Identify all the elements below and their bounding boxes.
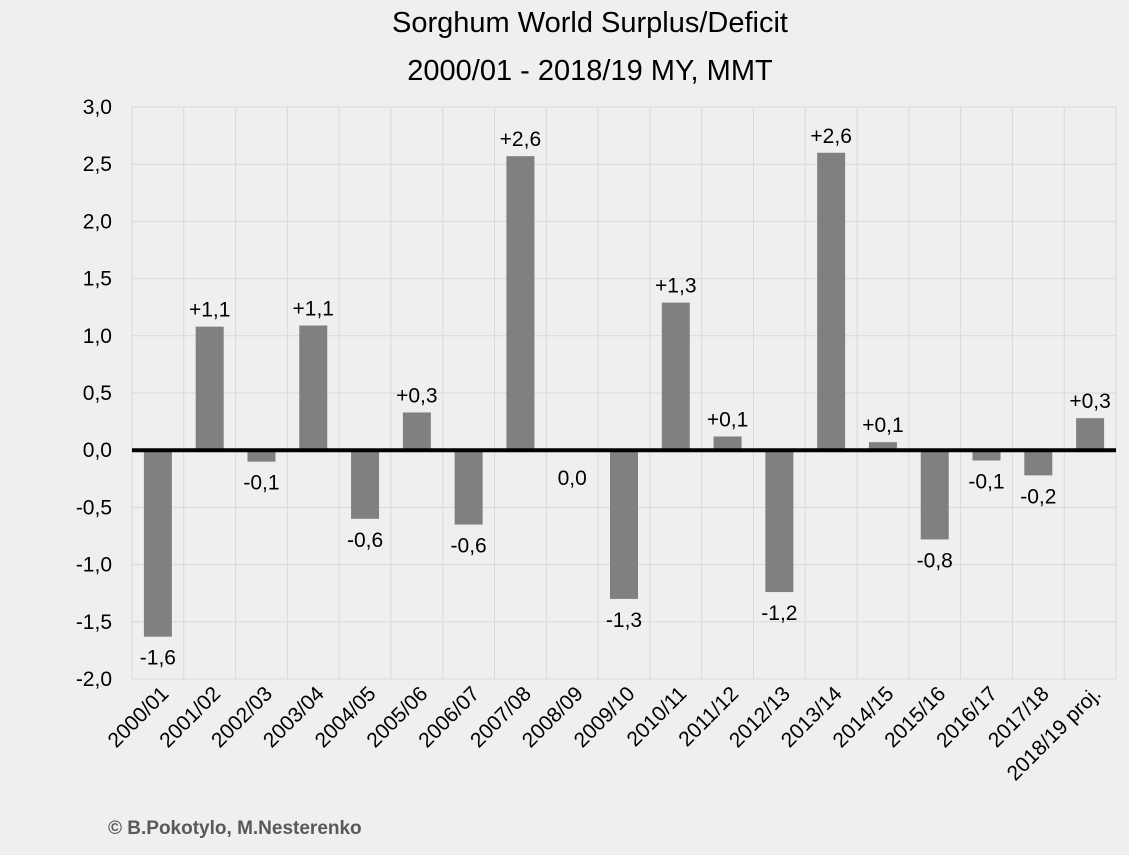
data-label: -0,1 bbox=[968, 470, 1004, 493]
data-label: +1,1 bbox=[189, 299, 230, 322]
bar bbox=[920, 450, 949, 540]
y-tick-label: -1,0 bbox=[76, 554, 112, 577]
bar bbox=[247, 450, 276, 462]
bar bbox=[299, 325, 328, 451]
bar bbox=[143, 450, 172, 637]
data-label: -0,2 bbox=[1020, 485, 1056, 508]
y-tick-label: -0,5 bbox=[76, 496, 112, 519]
data-label: +1,3 bbox=[655, 275, 696, 298]
data-label: +0,3 bbox=[1069, 390, 1110, 413]
y-tick-label: 1,0 bbox=[83, 325, 112, 348]
data-label: +2,6 bbox=[500, 128, 541, 151]
bar bbox=[765, 450, 794, 593]
y-tick-label: 3,0 bbox=[83, 96, 112, 119]
bar bbox=[868, 442, 897, 451]
y-tick-label: 2,5 bbox=[83, 153, 112, 176]
data-label: +2,6 bbox=[810, 125, 851, 148]
data-label: 0,0 bbox=[558, 467, 587, 490]
gridlines bbox=[131, 106, 1117, 680]
bar bbox=[351, 450, 380, 519]
data-label: +0,1 bbox=[862, 414, 903, 437]
bars bbox=[143, 152, 1105, 637]
data-label: -0,8 bbox=[917, 549, 953, 572]
data-label: +1,1 bbox=[293, 298, 334, 321]
y-tick-label: -2,0 bbox=[76, 668, 112, 691]
bar bbox=[661, 302, 690, 451]
y-tick-label: -1,5 bbox=[76, 611, 112, 634]
bar bbox=[1076, 418, 1105, 451]
bar bbox=[195, 326, 224, 451]
chart-title: Sorghum World Surplus/Deficit bbox=[392, 7, 788, 39]
bar bbox=[402, 412, 431, 451]
data-label: -0,6 bbox=[451, 535, 487, 558]
bar bbox=[454, 450, 483, 525]
y-tick-label: 0,0 bbox=[83, 439, 112, 462]
data-label: -0,1 bbox=[243, 472, 279, 495]
data-label: +0,1 bbox=[707, 408, 748, 431]
data-label: -0,6 bbox=[347, 529, 383, 552]
x-axis: 2000/012001/022002/032003/042004/052005/… bbox=[103, 682, 1105, 785]
data-labels: -1,6 +1,1 -0,1 +1,1 -0,6 +0,3 -0,6 +2,6 0,0 -1,3 +… bbox=[140, 125, 1111, 670]
y-tick-label: 2,0 bbox=[83, 210, 112, 233]
bar bbox=[506, 156, 535, 451]
data-label: +0,3 bbox=[396, 384, 437, 407]
data-label: -1,2 bbox=[761, 602, 797, 625]
y-axis: 3,0 2,5 2,0 1,5 1,0 0,5 0,0 -0,5 -1,0 -1,5 -2,0 bbox=[76, 96, 112, 691]
bar bbox=[972, 450, 1001, 461]
y-tick-label: 1,5 bbox=[83, 268, 112, 291]
bar bbox=[817, 152, 846, 451]
data-label: -1,6 bbox=[140, 647, 176, 670]
bar bbox=[610, 450, 638, 599]
bar bbox=[713, 436, 742, 451]
chart-subtitle: 2000/01 - 2018/19 MY, MMT bbox=[407, 55, 773, 87]
copyright-text: © B.Pokotylo, M.Nesterenko bbox=[108, 818, 362, 839]
y-tick-label: 0,5 bbox=[83, 382, 112, 405]
bar bbox=[1024, 450, 1053, 476]
data-label: -1,3 bbox=[606, 609, 642, 632]
